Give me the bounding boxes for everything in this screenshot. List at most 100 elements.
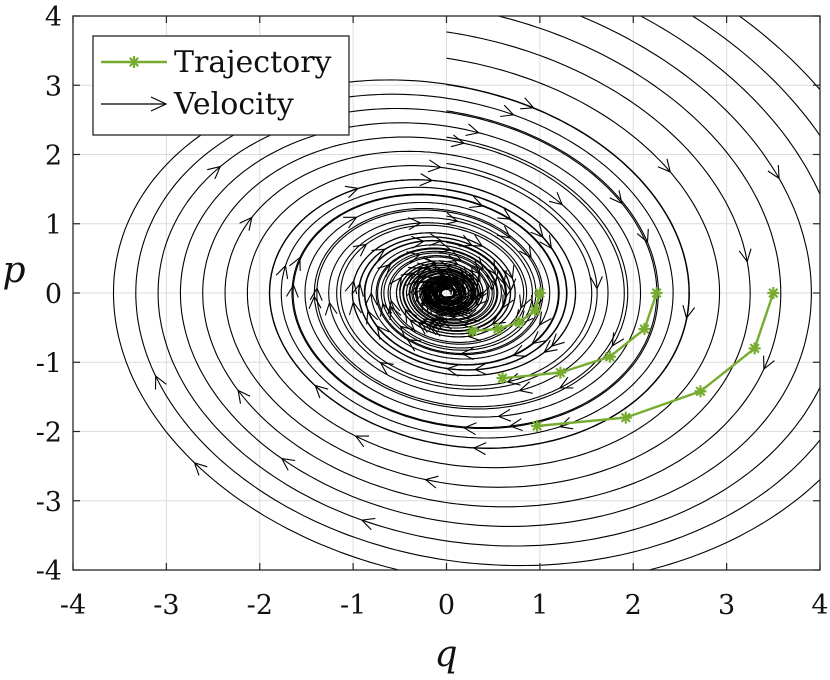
velocity-arrowhead — [440, 317, 455, 330]
velocity-arrowhead — [207, 165, 222, 180]
velocity-streamline — [112, 16, 820, 570]
trajectory-series-2 — [496, 287, 663, 385]
velocity-arrowhead — [518, 381, 533, 394]
velocity-arrowhead — [409, 319, 424, 333]
velocity-arrowhead — [497, 408, 512, 422]
velocity-arrowhead — [353, 243, 368, 257]
velocity-arrowhead — [415, 289, 429, 304]
velocity-arrowhead — [406, 251, 421, 264]
velocity-arrowhead — [444, 212, 459, 225]
velocity-arrowhead — [387, 299, 401, 315]
velocity-arrowhead — [445, 363, 461, 377]
velocity-arrowhead — [531, 331, 546, 345]
legend-box — [92, 35, 350, 136]
trajectory-point — [619, 411, 632, 424]
velocity-streamline — [202, 16, 782, 508]
velocity-arrowhead — [451, 267, 466, 282]
velocity-arrowhead — [450, 134, 466, 148]
velocity-arrowhead — [433, 276, 448, 290]
y-tick-labels: -4 -3 -2 -1 0 1 2 3 4 — [36, 2, 62, 587]
velocity-arrowhead — [419, 266, 434, 280]
trajectory-point — [466, 325, 479, 338]
velocity-arrowhead — [454, 292, 470, 305]
velocity-arrowhead — [408, 266, 423, 279]
velocity-arrowhead — [406, 339, 421, 352]
legend-trajectory-label: Trajectory — [174, 45, 332, 80]
trajectory-point — [531, 419, 544, 432]
velocity-arrowhead — [428, 233, 443, 247]
trajectory-series-1 — [466, 287, 546, 338]
y-tick-label: 4 — [45, 2, 62, 33]
velocity-arrowhead — [354, 435, 370, 448]
velocity-arrowhead — [461, 267, 475, 282]
velocity-arrowhead — [411, 235, 426, 249]
velocity-arrowhead — [447, 249, 463, 262]
velocity-arrowhead — [405, 279, 419, 294]
velocity-arrowhead — [424, 475, 439, 489]
x-tick-label: 4 — [811, 590, 828, 621]
x-tick-labels: -4 -3 -2 -1 0 1 2 3 4 — [60, 590, 829, 621]
velocity-arrowhead — [389, 305, 402, 321]
velocity-arrowhead — [421, 283, 437, 296]
velocity-arrowhead — [348, 300, 362, 316]
velocity-arrowhead — [476, 284, 490, 299]
velocity-arrowhead — [422, 318, 437, 331]
velocity-arrowhead — [550, 333, 565, 348]
x-tick-label: -1 — [340, 590, 366, 621]
trajectory-point — [529, 304, 542, 317]
velocity-arrowhead — [467, 273, 480, 288]
velocity-arrowhead — [468, 268, 481, 284]
trajectory-point — [748, 342, 761, 355]
y-axis-label: p — [2, 250, 25, 291]
velocity-arrowhead — [455, 299, 470, 312]
trajectory-point — [554, 366, 567, 379]
velocity-arrowhead — [483, 260, 497, 276]
velocity-arrowhead — [193, 461, 208, 476]
trajectory-point — [638, 323, 651, 336]
velocity-arrowhead — [519, 294, 532, 310]
velocity-arrowhead — [548, 191, 564, 206]
trajectory-point — [650, 287, 663, 299]
velocity-arrowhead — [377, 263, 392, 278]
velocity-arrowhead — [366, 309, 379, 325]
legend-trajectory-asterisk — [128, 56, 140, 68]
y-tick-label: 2 — [45, 141, 62, 172]
x-tick-label: -3 — [153, 590, 179, 621]
velocity-arrowhead — [494, 270, 507, 285]
legend-trajectory-marker — [128, 56, 140, 68]
velocity-arrowhead — [444, 254, 460, 267]
velocity-arrowhead — [314, 384, 329, 399]
velocity-arrowhead — [512, 344, 527, 357]
velocity-arrowhead — [419, 173, 434, 187]
trajectory-series-3 — [531, 287, 780, 432]
legend-velocity-label: Velocity — [173, 87, 294, 122]
velocity-arrowhead — [767, 164, 780, 180]
velocity-arrowhead — [413, 285, 426, 301]
velocity-arrowhead — [460, 347, 474, 361]
velocity-arrowhead — [308, 295, 322, 310]
x-tick-label: 3 — [718, 590, 735, 621]
velocity-arrowhead — [344, 185, 360, 199]
velocity-arrowhead — [500, 104, 515, 118]
velocity-arrowhead — [609, 190, 623, 205]
velocity-arrowhead — [364, 292, 378, 306]
velocity-arrowhead — [543, 339, 558, 353]
velocity-arrowhead — [468, 234, 484, 247]
y-tick-label: -1 — [36, 348, 62, 379]
velocity-arrowhead — [530, 224, 544, 239]
velocity-arrowhead — [452, 286, 467, 299]
legend-entry-trajectory: Trajectory — [101, 45, 332, 80]
velocity-arrowhead — [491, 312, 506, 325]
velocity-arrowhead — [434, 310, 450, 323]
velocity-arrowhead — [520, 97, 535, 110]
velocity-arrowhead — [400, 272, 415, 286]
y-tick-label: -2 — [36, 418, 62, 449]
velocity-arrowhead — [497, 207, 512, 220]
trajectory-point — [767, 287, 780, 299]
velocity-arrowhead — [439, 268, 454, 281]
y-tick-label: -3 — [36, 487, 62, 518]
velocity-arrowhead — [462, 422, 477, 436]
velocity-arrowhead — [418, 275, 434, 288]
velocity-arrowhead — [738, 248, 752, 263]
velocity-arrowhead — [450, 310, 465, 324]
